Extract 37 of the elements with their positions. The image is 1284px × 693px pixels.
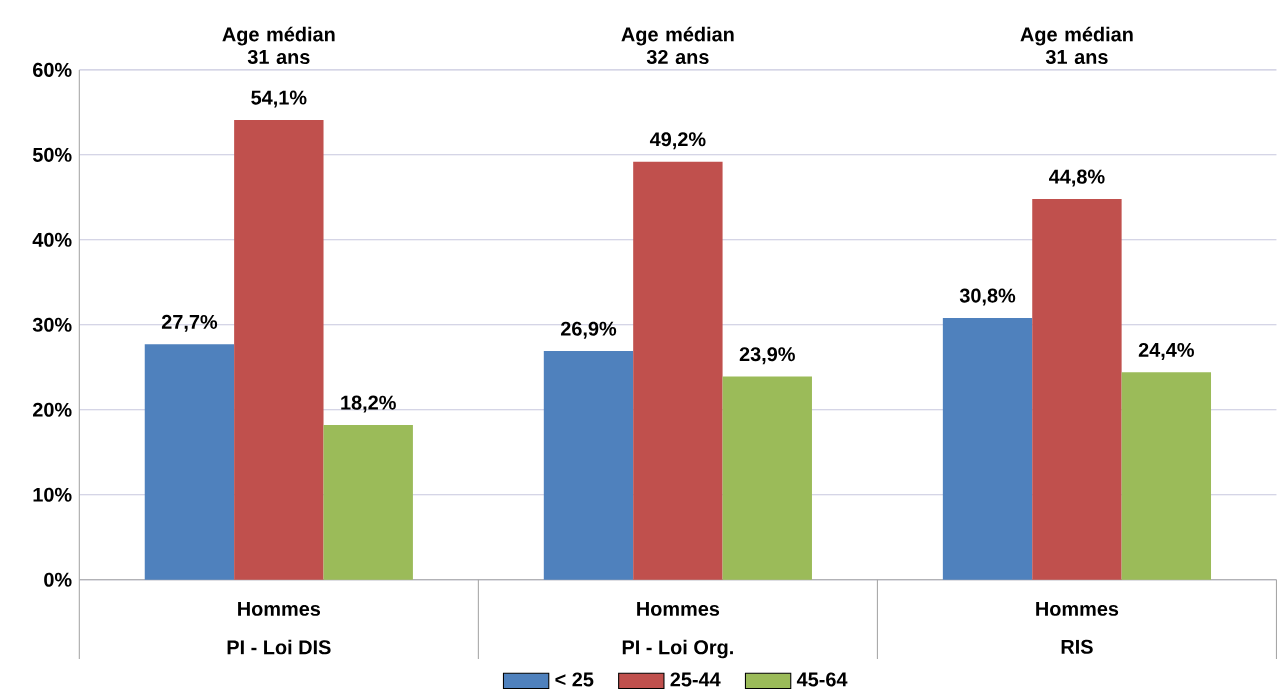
data-label: 18,2% (341, 395, 396, 413)
text: Hommes (637, 601, 720, 616)
text: Age médian 31 ans (222, 26, 335, 65)
data-label: 49,2% (649, 132, 706, 150)
bar (1121, 372, 1212, 580)
bar (323, 425, 413, 580)
data-label: 27,7% (161, 314, 218, 332)
y-tick-label: 30% (32, 317, 72, 332)
data-label: 24,4% (1138, 342, 1194, 360)
y-tick-label: 0% (44, 572, 72, 587)
data-label: 30,8% (959, 288, 1016, 306)
bar (633, 161, 723, 580)
bar (234, 120, 324, 580)
text: Hommes (1036, 601, 1119, 616)
data-label: 54,1% (251, 90, 307, 108)
x-tick-label: PI - Loi Org. (622, 639, 733, 659)
data-label: 23,9% (739, 347, 795, 365)
y-tick-label: 40% (32, 232, 72, 247)
text: Age médian 32 ans (621, 26, 734, 65)
legend-label: < 25 (555, 672, 594, 687)
y-tick-label: 20% (33, 402, 72, 417)
bar (1032, 199, 1122, 580)
y-tick-label: 10% (33, 487, 72, 502)
data-label: 44,8% (1049, 169, 1105, 187)
legend-label: 25-44 (670, 672, 721, 687)
text: Age médian 31 ans (1020, 26, 1133, 65)
data-label: 26,9% (560, 321, 617, 339)
x-tick-label: PI - Loi DIS (227, 639, 331, 655)
x-tick-label: RIS (1061, 639, 1093, 654)
bar (144, 344, 235, 580)
bar (942, 317, 1033, 580)
y-tick-label: 60% (33, 62, 72, 77)
legend-label: 45-64 (796, 672, 848, 687)
y-tick-label: 50% (32, 147, 72, 162)
bar (722, 376, 812, 580)
bar (543, 351, 634, 580)
text: Hommes (238, 601, 321, 616)
